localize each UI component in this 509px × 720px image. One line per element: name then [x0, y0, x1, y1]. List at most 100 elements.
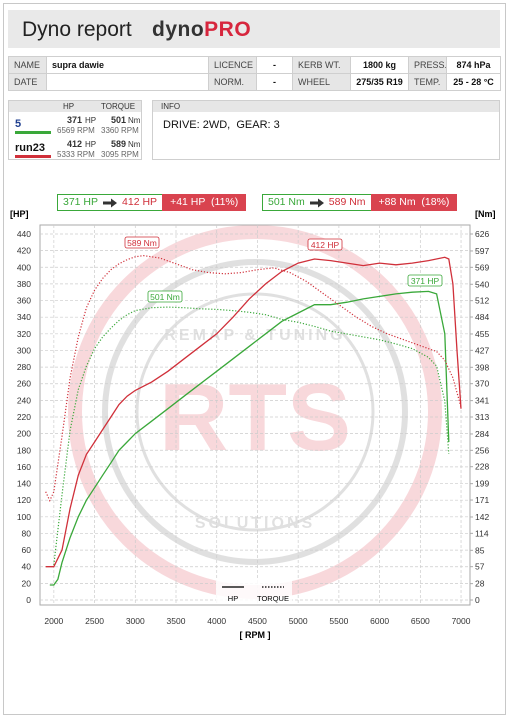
y2-tick-label: 199	[475, 479, 489, 489]
y2-tick-label: 626	[475, 229, 489, 239]
run-color	[15, 155, 51, 158]
arrow-icon	[103, 198, 118, 207]
run-torque: 589	[111, 139, 127, 149]
info-text: DRIVE: 2WD, GEAR: 3	[163, 119, 280, 131]
logo: dynoPRO	[152, 18, 251, 42]
report-title: Dyno report	[22, 18, 132, 41]
x-tick-label: 2000	[44, 616, 63, 626]
y-tick-label: 420	[17, 246, 31, 256]
run-color	[15, 131, 51, 134]
before-value: 501 Nm	[268, 196, 305, 208]
runs-box: HP TORQUE 5 371 HP 6569 RPM 501 Nm 3360 RPM run23…	[8, 100, 142, 160]
run-hp: 371	[67, 115, 83, 125]
info-title: INFO	[153, 101, 499, 112]
arrow-shape	[103, 198, 118, 207]
x-tick-label: 6500	[411, 616, 430, 626]
y-tick-label: 120	[17, 495, 31, 505]
y-tick-label: 0	[26, 595, 31, 605]
runs-col-torque: TORQUE	[101, 102, 136, 111]
y2-tick-label: 114	[475, 528, 489, 538]
y2-tick-label: 569	[475, 262, 489, 272]
comparison: 371 HP 412 HP +41 HP (11%)	[57, 194, 247, 211]
peak-label-box	[124, 236, 160, 249]
run-name: run23	[15, 142, 45, 154]
run-torque: 501	[111, 115, 127, 125]
y2-tick-label: 398	[475, 362, 489, 372]
logo-main: dyno	[152, 18, 205, 41]
y-tick-label: 160	[17, 462, 31, 472]
legend-label: TORQUE	[257, 594, 289, 603]
detail-label: TEMP.	[408, 73, 447, 91]
runs-header-bg	[9, 101, 141, 112]
y2-tick-label: 427	[475, 345, 489, 355]
y-tick-label: 40	[22, 562, 32, 572]
page-frame	[3, 3, 506, 715]
arrow-shape	[309, 198, 324, 207]
y2-tick-label: 256	[475, 445, 489, 455]
y2-tick-label: 484	[475, 312, 489, 322]
run-hp: 412	[67, 139, 83, 149]
y-tick-label: 440	[17, 229, 31, 239]
peak-label: 589 Nm	[127, 238, 157, 248]
watermark-main: RTS	[159, 364, 351, 471]
y2-tick-label: 171	[475, 495, 489, 505]
run-torque-rpm: 3095 RPM	[101, 150, 139, 159]
power-line	[45, 256, 462, 568]
y-tick-label: 180	[17, 445, 31, 455]
y2-tick-label: 370	[475, 379, 489, 389]
y2-tick-label: 341	[475, 396, 489, 406]
legend-label: HP	[228, 594, 238, 603]
y2-tick-label: 284	[475, 429, 489, 439]
y2-tick-label: 0	[475, 595, 480, 605]
peak-label-box	[407, 274, 443, 287]
y-tick-label: 240	[17, 395, 31, 405]
y-tick-label: 400	[17, 262, 31, 272]
detail-label: NORM.	[208, 73, 257, 91]
watermark-ring	[102, 259, 408, 565]
delta-value: +88 Nm (18%)	[370, 194, 458, 211]
run-name: 5	[15, 118, 22, 130]
peak-label: 501 Nm	[150, 292, 180, 302]
run-hp-unit: HP	[85, 140, 97, 149]
y-tick-label: 260	[17, 379, 31, 389]
x-tick-label: 3500	[167, 616, 186, 626]
watermark-bottom: SOLUTIONS	[195, 515, 315, 532]
legend-bg	[216, 580, 292, 604]
y2-axis-label: [Nm]	[475, 209, 496, 219]
header: Dyno report dynoPRO	[8, 10, 500, 48]
x-tick-label: 6000	[370, 616, 389, 626]
y-tick-label: 280	[17, 362, 31, 372]
x-tick-label: 3000	[126, 616, 145, 626]
x-tick-label: 4500	[248, 616, 267, 626]
comparison: 501 Nm 589 Nm +88 Nm (18%)	[262, 194, 458, 211]
delta-value: +41 HP (11%)	[162, 194, 247, 211]
plot-frame	[39, 224, 471, 606]
after-value: 412 HP	[122, 196, 158, 208]
run-torque-rpm: 3360 RPM	[101, 126, 139, 135]
run-torque-unit: Nm	[128, 140, 141, 149]
y-axis-label: [HP]	[10, 209, 29, 219]
arrow-icon	[309, 198, 324, 207]
y2-tick-label: 512	[475, 296, 489, 306]
y-tick-label: 60	[22, 545, 32, 555]
y2-tick-label: 85	[475, 545, 485, 555]
run-hp-rpm: 5333 RPM	[57, 150, 95, 159]
y-tick-label: 100	[17, 512, 31, 522]
y-tick-label: 220	[17, 412, 31, 422]
x-tick-label: 5000	[289, 616, 308, 626]
before-value: 371 HP	[63, 196, 99, 208]
y-tick-label: 380	[17, 279, 31, 289]
peak-label-box	[147, 290, 183, 303]
y-tick-label: 200	[17, 429, 31, 439]
comparison-box: 501 Nm 589 Nm	[262, 194, 371, 211]
y2-tick-label: 28	[475, 579, 485, 589]
power-line	[49, 290, 450, 586]
y-tick-label: 340	[17, 312, 31, 322]
run-torque-unit: Nm	[128, 116, 141, 125]
peak-label: 412 HP	[311, 240, 340, 250]
x-tick-label: 4000	[207, 616, 226, 626]
y2-tick-label: 597	[475, 246, 489, 256]
